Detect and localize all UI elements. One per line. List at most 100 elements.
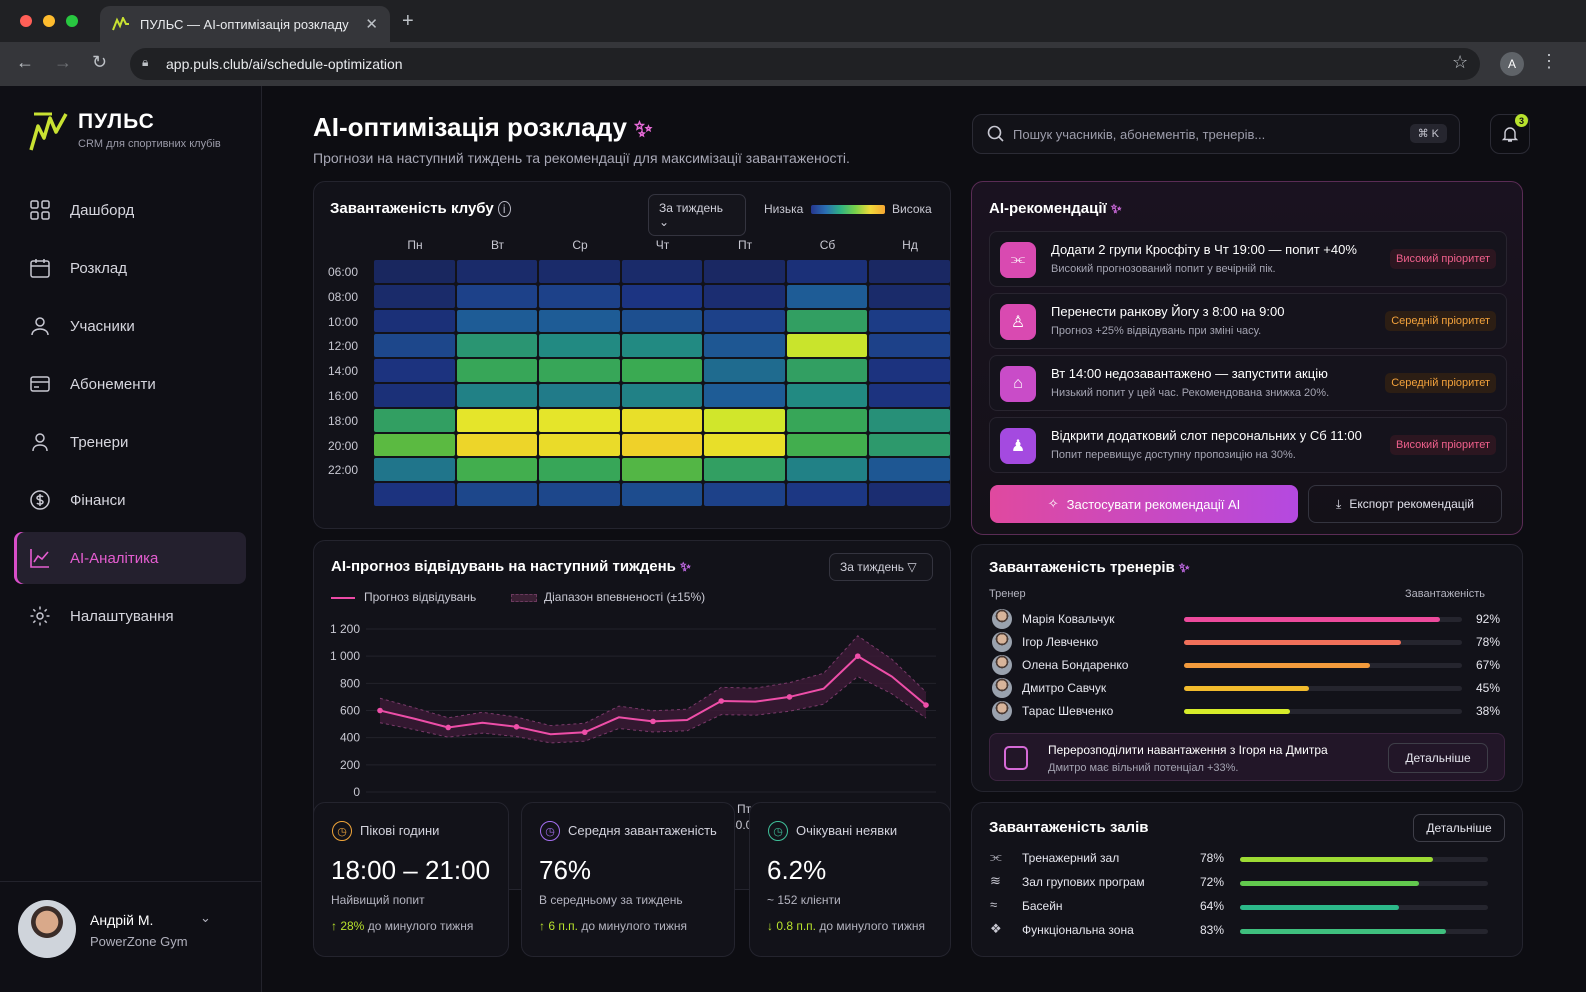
- heatmap-cell[interactable]: [869, 260, 950, 283]
- heatmap-cell[interactable]: [539, 433, 620, 457]
- heatmap-cell[interactable]: [869, 483, 950, 506]
- heatmap-cell[interactable]: [374, 260, 455, 283]
- heatmap-cell[interactable]: [869, 384, 950, 407]
- heatmap-cell[interactable]: [621, 483, 702, 506]
- info-icon[interactable]: i: [497, 201, 511, 217]
- heatmap-cell[interactable]: [621, 384, 702, 407]
- heatmap-cell[interactable]: [374, 433, 455, 457]
- notifications-button[interactable]: [1490, 114, 1530, 154]
- heatmap-cell[interactable]: [786, 483, 867, 506]
- heatmap-cell[interactable]: [704, 284, 785, 308]
- heatmap-cell[interactable]: [786, 458, 867, 482]
- sidebar-item-chart[interactable]: AI-Аналітика: [14, 532, 246, 584]
- heatmap-cell[interactable]: [704, 458, 785, 482]
- heatmap-cell[interactable]: [786, 284, 867, 308]
- heatmap-cell[interactable]: [786, 384, 867, 407]
- heatmap-cell[interactable]: [456, 309, 537, 333]
- apply-ai-button[interactable]: ✧ Застосувати рекомендації AI: [990, 485, 1298, 523]
- heatmap-cell[interactable]: [539, 260, 620, 283]
- hall-row[interactable]: ❖ Функціональна зона 83%: [990, 921, 1490, 941]
- heatmap-cell[interactable]: [704, 483, 785, 506]
- heatmap-cell[interactable]: [704, 334, 785, 358]
- heatmap-cell[interactable]: [539, 408, 620, 432]
- heatmap-cell[interactable]: [374, 408, 455, 432]
- heatmap-cell[interactable]: [704, 359, 785, 382]
- heatmap-cell[interactable]: [456, 458, 537, 482]
- hall-row[interactable]: ⫘ Тренажерний зал 78%: [990, 849, 1490, 869]
- heatmap-cell[interactable]: [786, 260, 867, 283]
- suggestion-details-button[interactable]: Детальніше: [1388, 743, 1488, 773]
- address-bar[interactable]: 🔒︎ app.puls.club/ai/schedule-optimizatio…: [130, 48, 1480, 80]
- browser-menu-icon[interactable]: ⋮: [1540, 51, 1558, 71]
- heatmap-cell[interactable]: [621, 433, 702, 457]
- trainer-row[interactable]: Марія Ковальчук 92%: [990, 609, 1500, 631]
- heatmap-cell[interactable]: [621, 334, 702, 358]
- heatmap-cell[interactable]: [869, 359, 950, 382]
- heatmap-cell[interactable]: [374, 359, 455, 382]
- heatmap-cell[interactable]: [456, 408, 537, 432]
- browser-tab[interactable]: ПУЛЬС — AI-оптимізація розкладу ✕: [100, 6, 390, 42]
- heatmap-cell[interactable]: [786, 408, 867, 432]
- sidebar-item-card[interactable]: Абонементи: [14, 358, 246, 410]
- heatmap-cell[interactable]: [374, 284, 455, 308]
- heatmap-cell[interactable]: [374, 384, 455, 407]
- recommendation-item[interactable]: ♟ Відкрити додатковий слот персональних у…: [989, 417, 1507, 473]
- sidebar-item-users[interactable]: Учасники: [14, 300, 246, 352]
- forward-button[interactable]: →: [54, 52, 72, 72]
- recommendation-item[interactable]: ♙ Перенести ранкову Йогу з 8:00 на 9:00 Пр…: [989, 293, 1507, 349]
- brand-logo[interactable]: ПУЛЬС CRM для спортивних клубів: [28, 110, 221, 152]
- minimize-window-button[interactable]: [43, 15, 55, 27]
- heatmap-cell[interactable]: [456, 433, 537, 457]
- heatmap-cell[interactable]: [621, 458, 702, 482]
- trainer-row[interactable]: Тарас Шевченко 38%: [990, 701, 1500, 723]
- heatmap-cell[interactable]: [704, 384, 785, 407]
- heatmap-cell[interactable]: [456, 359, 537, 382]
- trainer-row[interactable]: Дмитро Савчук 45%: [990, 678, 1500, 700]
- recommendation-item[interactable]: ⌂ Вт 14:00 недозавантажено — запустити ак…: [989, 355, 1507, 411]
- heatmap-cell[interactable]: [869, 408, 950, 432]
- heatmap-cell[interactable]: [374, 309, 455, 333]
- chevron-down-icon[interactable]: ⌄: [200, 910, 211, 925]
- heatmap-cell[interactable]: [621, 359, 702, 382]
- back-button[interactable]: ←: [16, 52, 34, 72]
- heatmap-cell[interactable]: [786, 309, 867, 333]
- heatmap-period-select[interactable]: За тиждень ⌄: [648, 194, 746, 236]
- heatmap-cell[interactable]: [456, 260, 537, 283]
- heatmap-cell[interactable]: [704, 433, 785, 457]
- hall-row[interactable]: ≈ Басейн 64%: [990, 897, 1490, 917]
- heatmap-cell[interactable]: [869, 433, 950, 457]
- sidebar-item-gear[interactable]: Налаштування: [14, 590, 246, 642]
- bookmark-star-icon[interactable]: ☆: [1452, 52, 1469, 72]
- heatmap-cell[interactable]: [539, 458, 620, 482]
- heatmap-cell[interactable]: [539, 483, 620, 506]
- heatmap-cell[interactable]: [456, 284, 537, 308]
- heatmap-cell[interactable]: [869, 309, 950, 333]
- trainer-row[interactable]: Олена Бондаренко 67%: [990, 655, 1500, 677]
- reload-button[interactable]: ↻: [92, 52, 108, 72]
- heatmap-cell[interactable]: [621, 284, 702, 308]
- heatmap-cell[interactable]: [539, 359, 620, 382]
- sidebar-item-calendar[interactable]: Розклад: [14, 242, 246, 294]
- heatmap-cell[interactable]: [869, 334, 950, 358]
- forecast-period-select[interactable]: За тиждень ▽: [829, 553, 933, 581]
- sidebar-item-grid[interactable]: Дашборд: [14, 184, 246, 236]
- heatmap-cell[interactable]: [539, 384, 620, 407]
- search-input[interactable]: Пошук учасників, абонементів, тренерів..…: [972, 114, 1460, 154]
- maximize-window-button[interactable]: [66, 15, 78, 27]
- heatmap-cell[interactable]: [869, 458, 950, 482]
- heatmap-cell[interactable]: [704, 260, 785, 283]
- heatmap-cell[interactable]: [539, 309, 620, 333]
- heatmap-cell[interactable]: [456, 334, 537, 358]
- heatmap-cell[interactable]: [456, 384, 537, 407]
- trainer-row[interactable]: Ігор Левченко 78%: [990, 632, 1500, 654]
- heatmap-cell[interactable]: [374, 334, 455, 358]
- heatmap-cell[interactable]: [786, 433, 867, 457]
- export-button[interactable]: ⤓ Експорт рекомендацій: [1308, 485, 1502, 523]
- heatmap-cell[interactable]: [621, 408, 702, 432]
- heatmap-cell[interactable]: [456, 483, 537, 506]
- heatmap-cell[interactable]: [704, 309, 785, 333]
- heatmap-cell[interactable]: [786, 359, 867, 382]
- profile-avatar[interactable]: A: [1500, 52, 1524, 76]
- heatmap-cell[interactable]: [539, 334, 620, 358]
- heatmap-cell[interactable]: [869, 284, 950, 308]
